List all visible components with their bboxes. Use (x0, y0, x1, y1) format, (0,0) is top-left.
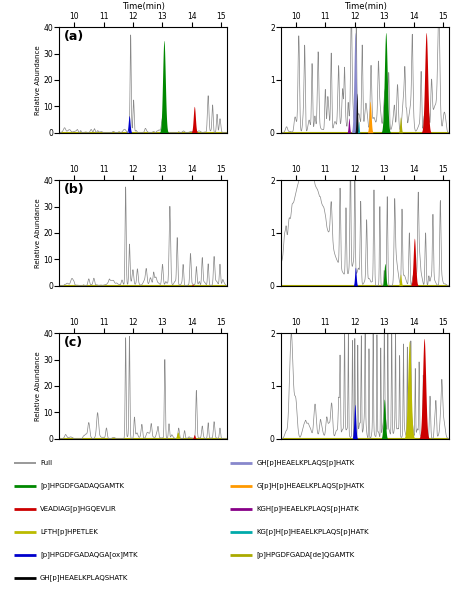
Text: KG[p]H[p]HEAELKPLAQS[p]HATK: KG[p]H[p]HEAELKPLAQS[p]HATK (256, 528, 369, 535)
Text: [p]HPGDFGADAQGAMTK: [p]HPGDFGADAQGAMTK (40, 483, 124, 489)
Text: VEADIAG[p]HGQEVLIR: VEADIAG[p]HGQEVLIR (40, 505, 116, 512)
Text: Full: Full (40, 460, 52, 466)
Text: LFTH[p]HPETLEK: LFTH[p]HPETLEK (40, 528, 98, 535)
Text: GH[p]HEAELKPLAQS[p]HATK: GH[p]HEAELKPLAQS[p]HATK (256, 460, 354, 466)
Text: KGH[p]HEAELKPLAQS[p]HATK: KGH[p]HEAELKPLAQS[p]HATK (256, 505, 359, 512)
Y-axis label: Relative Abundance: Relative Abundance (35, 45, 40, 115)
Text: G[p]H[p]HEAELKPLAQS[p]HATK: G[p]H[p]HEAELKPLAQS[p]HATK (256, 483, 364, 489)
Text: GH[p]HEAELKPLAQSHATK: GH[p]HEAELKPLAQSHATK (40, 574, 128, 581)
Text: (b): (b) (64, 183, 85, 196)
Y-axis label: Relative Abundance: Relative Abundance (35, 198, 40, 268)
X-axis label: Time(min): Time(min) (343, 2, 386, 11)
Text: [p]HPGDFGADAQGA[ox]MTK: [p]HPGDFGADAQGA[ox]MTK (40, 551, 137, 558)
Text: (c): (c) (64, 336, 83, 349)
Text: [p]HPGDFGADA[de]QGAMTK: [p]HPGDFGADA[de]QGAMTK (256, 551, 354, 558)
X-axis label: Time(min): Time(min) (121, 2, 164, 11)
Text: (a): (a) (64, 30, 84, 43)
Y-axis label: Relative Abundance: Relative Abundance (35, 351, 40, 420)
